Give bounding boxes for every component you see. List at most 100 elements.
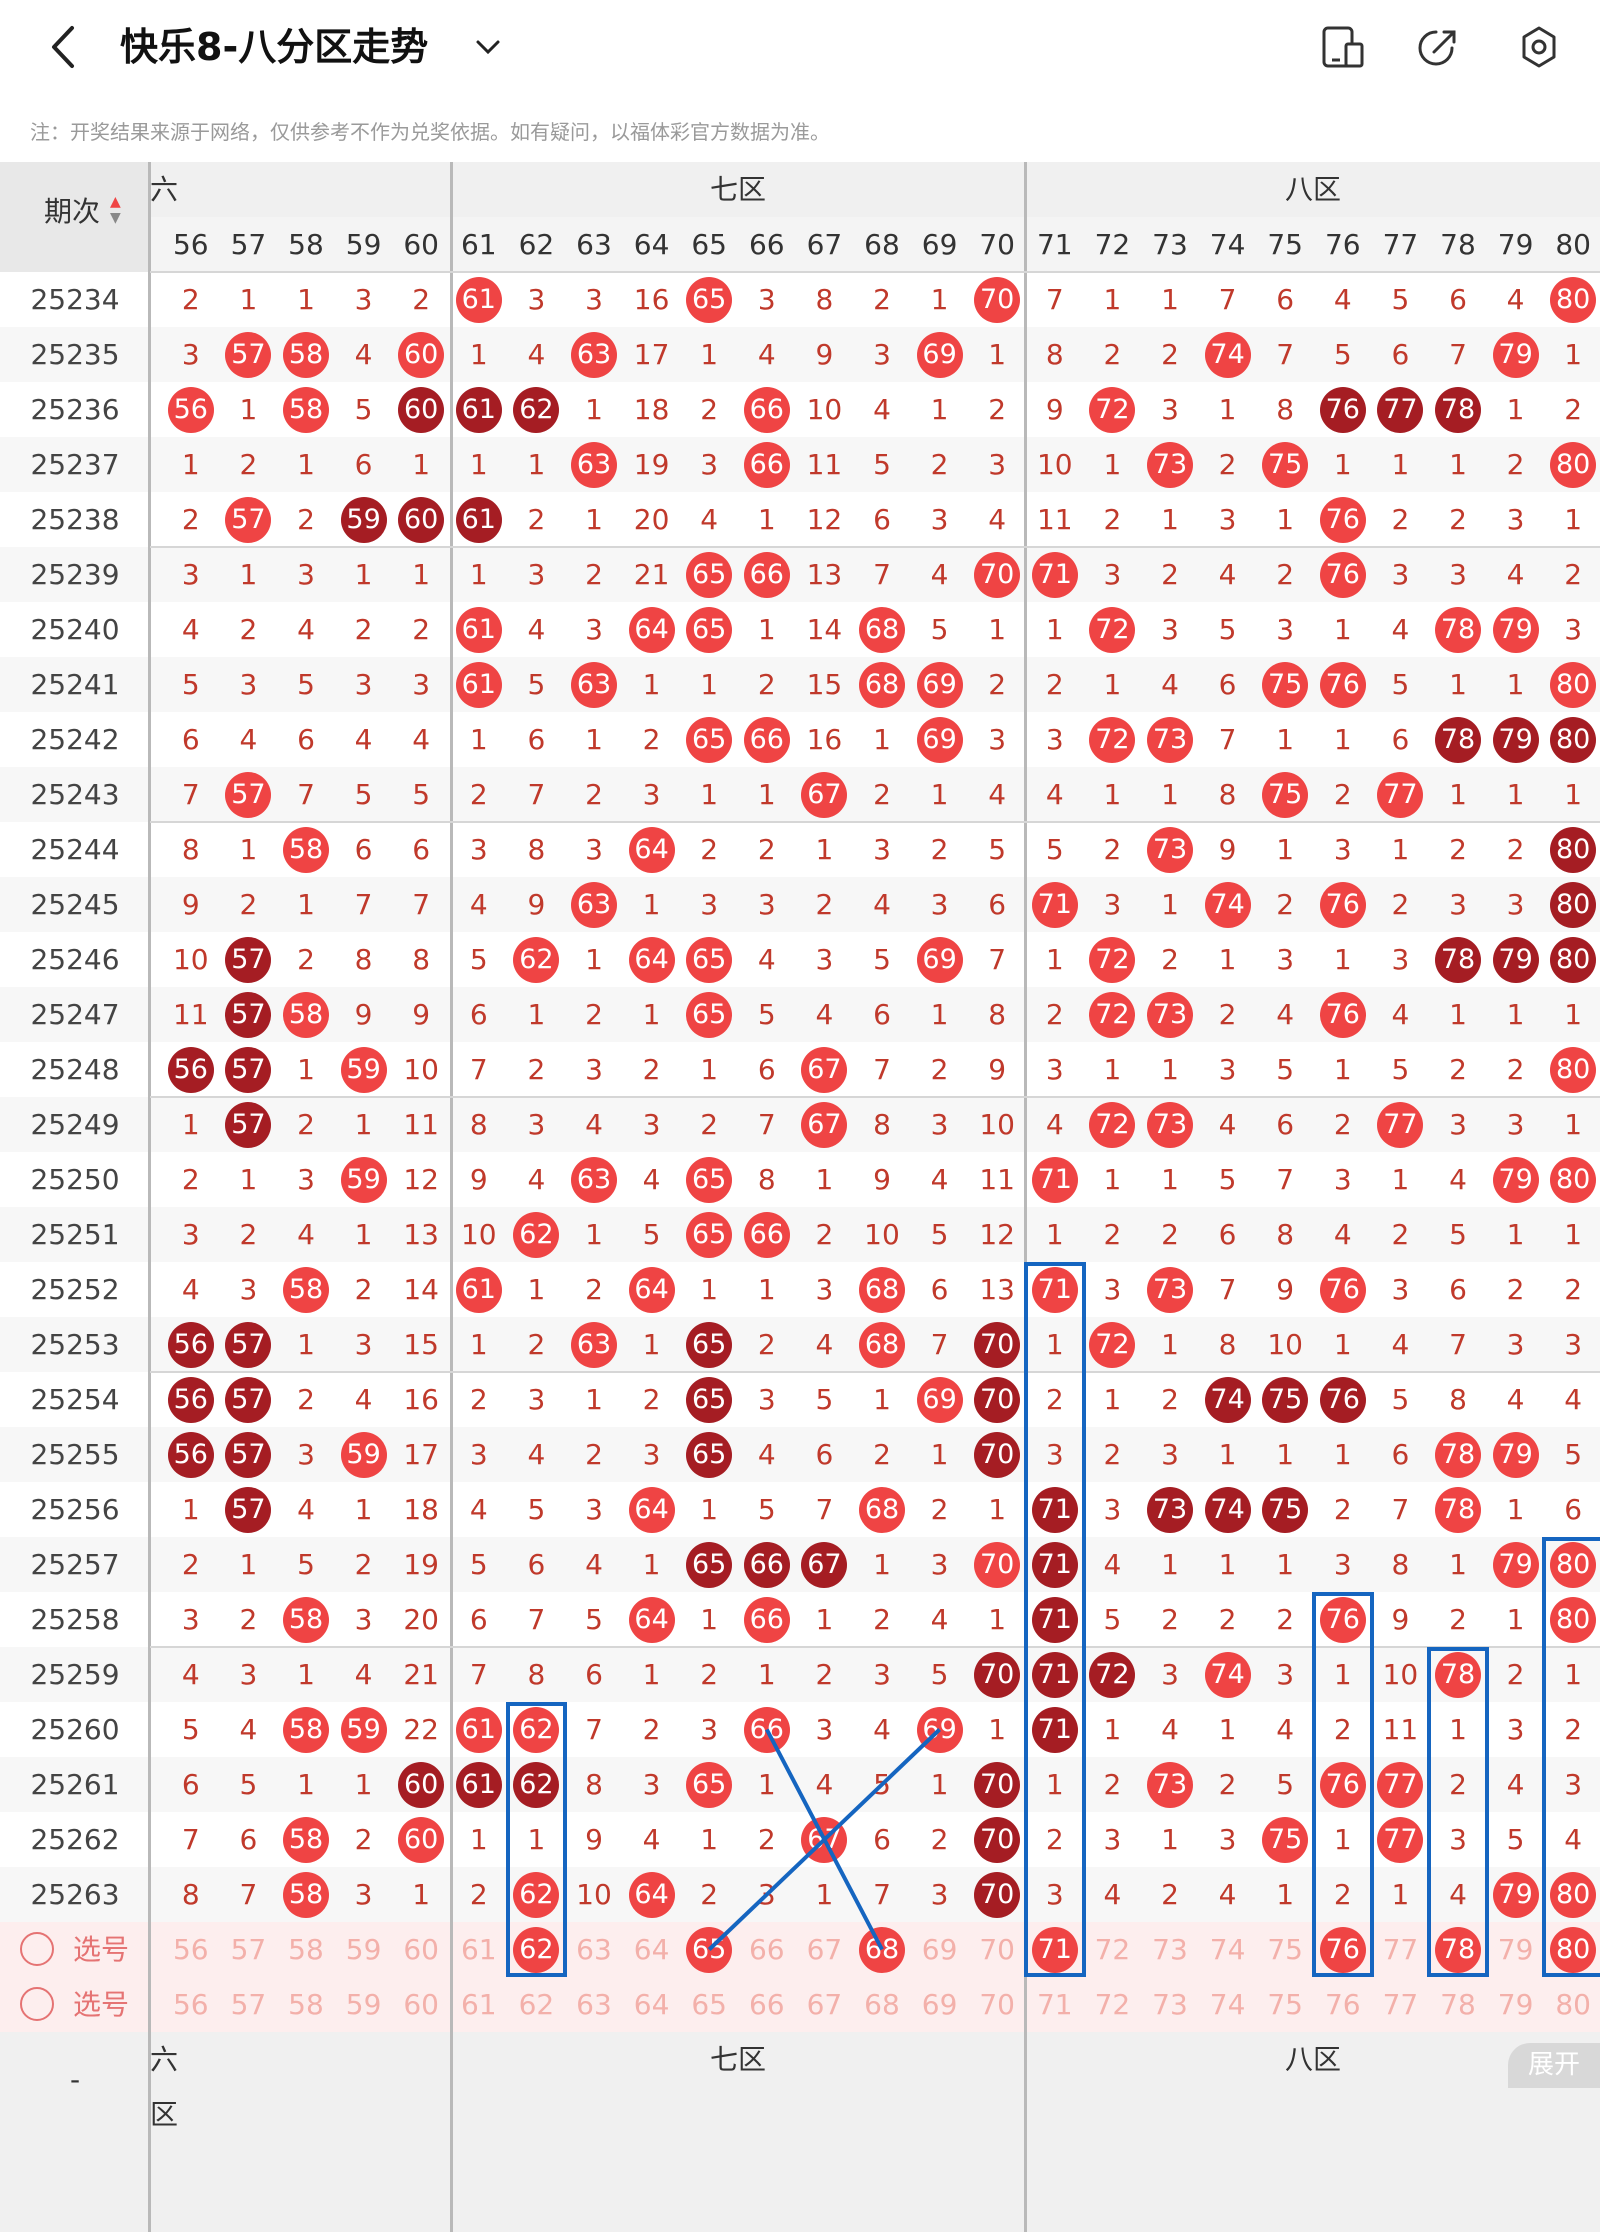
column-header-75: 75: [1267, 228, 1303, 261]
selectable-number[interactable]: 60: [403, 1988, 439, 2021]
miss-count: 1: [354, 1493, 373, 1526]
selectable-number[interactable]: 70: [979, 1933, 1015, 1966]
drawn-number-ball: 68: [859, 606, 905, 653]
miss-count: 4: [700, 503, 719, 536]
miss-count: 5: [1391, 668, 1410, 701]
selectable-number[interactable]: 74: [1209, 1988, 1246, 2021]
selectable-number[interactable]: 61: [460, 1933, 497, 1966]
disclaimer-note: 注：开奖结果来源于网络，仅供参考不作为兑奖依据。如有疑问，以福体彩官方数据为准。: [30, 120, 830, 144]
miss-count: 6: [585, 1658, 603, 1691]
selectable-number[interactable]: 72: [1094, 1933, 1131, 1966]
selected-number-ball[interactable]: 80: [1550, 1926, 1597, 1973]
selectable-number[interactable]: 61: [460, 1988, 497, 2021]
miss-count: 1: [1333, 1658, 1352, 1691]
select-radio[interactable]: [20, 1932, 54, 1966]
selectable-number[interactable]: 66: [748, 1988, 785, 2021]
miss-count: 1: [700, 1603, 719, 1636]
miss-count: 2: [1564, 1273, 1583, 1306]
selected-number-ball[interactable]: 68: [859, 1926, 905, 1973]
selectable-number[interactable]: 69: [921, 1933, 958, 1966]
selectable-number[interactable]: 64: [633, 1988, 670, 2021]
miss-count: 2: [239, 1603, 258, 1636]
miss-count: 2: [1103, 1768, 1122, 1801]
miss-count: 5: [527, 668, 546, 701]
selectable-number[interactable]: 77: [1382, 1933, 1419, 1966]
selectable-number[interactable]: 70: [979, 1988, 1015, 2021]
selectable-number[interactable]: 67: [806, 1988, 843, 2021]
selected-number-ball[interactable]: 65: [686, 1926, 733, 1973]
miss-count: 3: [1449, 558, 1467, 591]
selectable-number[interactable]: 69: [921, 1988, 958, 2021]
selectable-number[interactable]: 71: [1036, 1988, 1073, 2021]
selected-number-ball[interactable]: 71: [1031, 1926, 1078, 1973]
selectable-number[interactable]: 75: [1267, 1933, 1303, 1966]
miss-count: 2: [1449, 833, 1467, 866]
selectable-number[interactable]: 73: [1152, 1988, 1188, 2021]
miss-count: 5: [1218, 1163, 1237, 1196]
zone-header-bar: [0, 162, 1600, 217]
selectable-number[interactable]: 56: [172, 1933, 209, 1966]
selected-number-ball[interactable]: 78: [1435, 1926, 1481, 1973]
miss-count: 10: [576, 1878, 612, 1911]
share-icon[interactable]: [1414, 22, 1460, 72]
miss-count: 5: [873, 448, 891, 481]
selectable-number[interactable]: 58: [288, 1933, 324, 1966]
drawn-number-ball: 69: [916, 936, 963, 983]
selectable-number[interactable]: 59: [345, 1933, 382, 1966]
issue-number: 25254: [30, 1383, 120, 1416]
selectable-number[interactable]: 72: [1094, 1988, 1131, 2021]
selected-number-ball[interactable]: 76: [1319, 1926, 1366, 1973]
selectable-number[interactable]: 58: [288, 1988, 324, 2021]
miss-count: 10: [864, 1218, 900, 1251]
drawn-number-ball: 58: [283, 991, 329, 1038]
selectable-number[interactable]: 79: [1497, 1988, 1534, 2021]
selectable-number[interactable]: 68: [864, 1988, 900, 2021]
selectable-number[interactable]: 75: [1267, 1988, 1303, 2021]
selectable-number[interactable]: 57: [230, 1933, 267, 1966]
selectable-number[interactable]: 79: [1497, 1933, 1534, 1966]
miss-count: 7: [1218, 283, 1237, 316]
drawn-number-ball: 66: [743, 386, 790, 433]
drawn-number-ball: 78: [1435, 1651, 1481, 1698]
miss-count: 1: [988, 613, 1007, 646]
miss-count: 2: [1045, 998, 1064, 1031]
selectable-number[interactable]: 74: [1209, 1933, 1246, 1966]
selectable-number[interactable]: 62: [518, 1988, 555, 2021]
selectable-number[interactable]: 63: [576, 1988, 612, 2021]
selectable-number[interactable]: 67: [806, 1933, 843, 1966]
selectable-number[interactable]: 78: [1440, 1988, 1476, 2021]
selectable-number[interactable]: 80: [1555, 1988, 1591, 2021]
column-header-71: 71: [1036, 228, 1073, 261]
drawn-number-ball: 71: [1031, 1651, 1078, 1698]
selectable-number[interactable]: 64: [633, 1933, 670, 1966]
miss-count: 1: [757, 1273, 776, 1306]
miss-count: 4: [1564, 1383, 1583, 1416]
miss-count: 1: [642, 668, 661, 701]
selectable-number[interactable]: 63: [576, 1933, 612, 1966]
column-header-row: [150, 217, 1600, 272]
issue-header[interactable]: 期次 ▲ ▼: [0, 162, 150, 272]
phone-layout-icon[interactable]: [1320, 22, 1366, 72]
selectable-number[interactable]: 66: [748, 1933, 785, 1966]
back-arrow-icon[interactable]: [42, 22, 86, 72]
miss-count: 1: [815, 833, 834, 866]
settings-icon[interactable]: [1516, 22, 1562, 72]
selectable-number[interactable]: 65: [691, 1988, 727, 2021]
miss-count: 3: [585, 833, 603, 866]
selectable-number[interactable]: 59: [345, 1988, 382, 2021]
drawn-number-ball: 75: [1262, 771, 1309, 818]
selectable-number[interactable]: 77: [1382, 1988, 1419, 2021]
select-radio[interactable]: [20, 1987, 54, 2021]
expand-button[interactable]: 展开: [1508, 2043, 1600, 2088]
table-row: [0, 822, 1600, 877]
selectable-number[interactable]: 56: [172, 1988, 209, 2021]
selectable-number[interactable]: 60: [403, 1933, 439, 1966]
selected-number-ball[interactable]: 62: [513, 1926, 560, 1973]
miss-count: 1: [930, 1768, 949, 1801]
miss-count: 5: [757, 998, 776, 1031]
chevron-down-icon[interactable]: [474, 30, 502, 64]
selectable-number[interactable]: 76: [1324, 1988, 1361, 2021]
selectable-number[interactable]: 57: [230, 1988, 267, 2021]
miss-count: 7: [469, 1053, 488, 1086]
selectable-number[interactable]: 73: [1152, 1933, 1188, 1966]
